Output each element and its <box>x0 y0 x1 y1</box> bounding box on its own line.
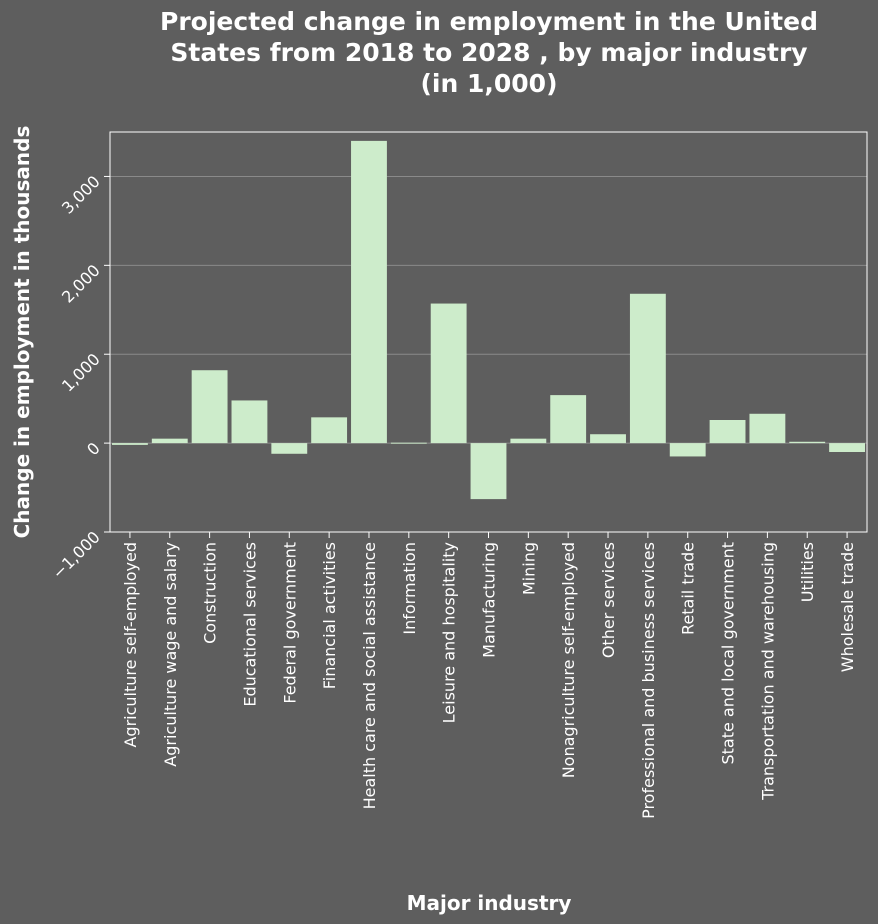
x-tick-label: Educational services <box>240 542 259 707</box>
bar-professional-and-business-services <box>629 293 666 444</box>
y-tick-label: 3,000 <box>58 172 104 218</box>
y-tick-label: 2,000 <box>58 261 104 307</box>
x-tick-label: Nonagriculture self-employed <box>559 542 578 778</box>
y-axis-title: Change in employment in thousands <box>10 126 34 539</box>
x-tick-label: Mining <box>519 542 538 595</box>
bar-utilities <box>789 441 826 444</box>
x-tick-label: Utilities <box>798 542 817 602</box>
x-tick-label: State and local government <box>719 542 738 765</box>
bar-agriculture-wage-and-salary <box>151 438 188 444</box>
y-tick-label: −1,000 <box>49 527 104 582</box>
x-tick-label: Other services <box>599 542 618 658</box>
y-tick-label: 0 <box>83 439 104 460</box>
y-tick-label: 1,000 <box>58 350 104 396</box>
x-tick-label: Federal government <box>280 542 299 704</box>
y-axis-ticks: −1,000 0 1,000 2,000 3,000 <box>49 172 110 583</box>
x-axis-ticks: Agriculture self-employed Agriculture wag… <box>121 532 857 819</box>
bar-retail-trade <box>669 443 706 457</box>
x-tick-label: Construction <box>201 542 220 644</box>
x-tick-label: Manufacturing <box>480 542 499 658</box>
chart-title-line-1: Projected change in employment in the Un… <box>160 7 818 36</box>
bar-transportation-and-warehousing <box>749 413 786 444</box>
bar-educational-services <box>231 400 268 444</box>
bar-health-care-and-social-assistance <box>351 140 387 444</box>
bar-construction <box>191 370 228 444</box>
x-tick-label: Wholesale trade <box>838 542 857 672</box>
x-tick-label: Information <box>400 542 419 635</box>
x-tick-label: Health care and social assistance <box>360 542 379 809</box>
bar-agriculture-self-employed <box>111 443 148 445</box>
bar-nonagriculture-self-employed <box>550 395 587 444</box>
bar-leisure-and-hospitality <box>430 303 467 444</box>
chart-title-line-2: States from 2018 to 2028 , by major indu… <box>170 38 807 67</box>
x-tick-label: Professional and business services <box>639 542 658 819</box>
bar-federal-government <box>271 443 308 454</box>
x-tick-label: Agriculture wage and salary <box>161 542 180 767</box>
x-tick-label: Financial activities <box>320 542 339 689</box>
bar-wholesale-trade <box>829 443 866 452</box>
x-tick-label: Transportation and warehousing <box>758 542 777 801</box>
bar-manufacturing <box>470 443 507 500</box>
x-tick-label: Leisure and hospitality <box>440 542 459 723</box>
bar-state-and-local-government <box>709 420 746 444</box>
chart-title-line-3: (in 1,000) <box>421 69 558 98</box>
x-axis-title: Major industry <box>407 891 572 915</box>
bar-information <box>390 442 427 444</box>
bar-financial-activities <box>311 417 348 444</box>
x-tick-label: Agriculture self-employed <box>121 542 140 748</box>
bar-other-services <box>590 434 626 444</box>
bar-mining <box>510 438 547 444</box>
x-tick-label: Retail trade <box>679 542 698 635</box>
bars <box>111 140 866 500</box>
